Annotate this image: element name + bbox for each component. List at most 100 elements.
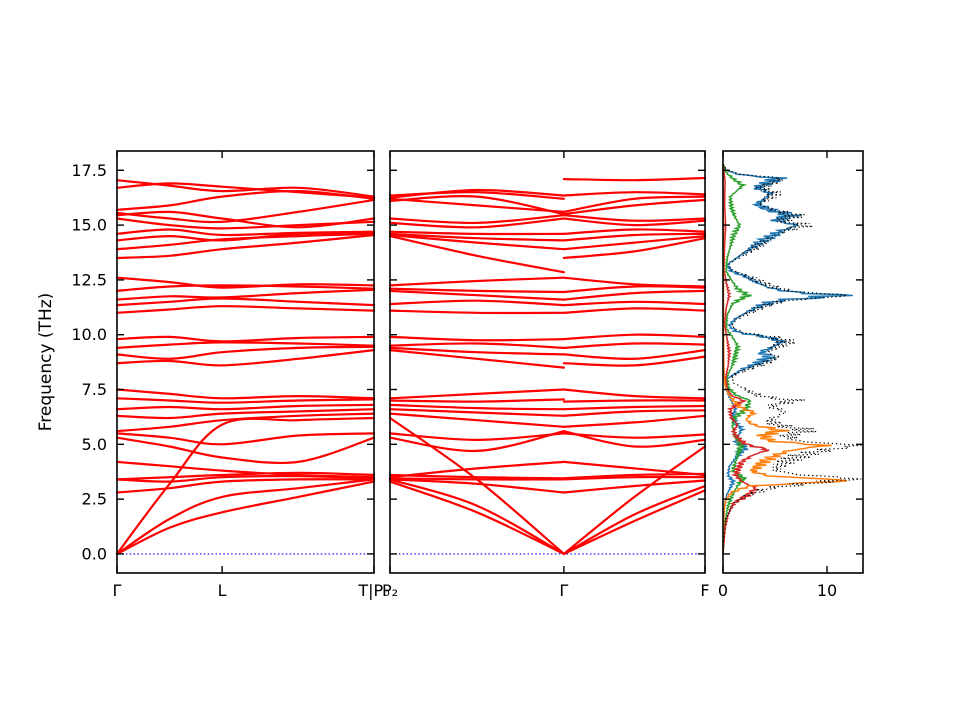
band-line: [388, 408, 565, 417]
band-line: [562, 404, 707, 411]
y-tick-label: 2.5: [82, 490, 107, 509]
band-line: [562, 342, 707, 349]
band-line: [115, 297, 376, 307]
band-line: [388, 346, 565, 356]
dos-curve-green: [722, 164, 752, 554]
band-line: [388, 412, 565, 428]
y-tick-label: 15.0: [71, 216, 107, 235]
band-line: [115, 397, 376, 404]
x-tick-label: F: [700, 581, 709, 600]
band-line: [562, 289, 707, 301]
x-tick-label: 0: [718, 581, 728, 600]
band-line: [115, 436, 376, 465]
band-line: [388, 430, 565, 453]
band-line: [115, 480, 376, 555]
band-line: [115, 408, 376, 420]
band-line: [562, 191, 707, 197]
band-line: [115, 349, 376, 367]
band-line: [388, 342, 565, 349]
band-line: [562, 214, 707, 222]
band-panel-2-frame: [389, 150, 706, 574]
x-tick-label: T|P₀: [357, 581, 389, 600]
band-line: [115, 341, 376, 349]
band-line: [115, 232, 376, 251]
band-line: [388, 480, 565, 555]
band-line: [562, 355, 707, 367]
band-line: [562, 232, 707, 242]
y-tick-label: 17.5: [71, 161, 107, 180]
band-panel-1-frame: [116, 150, 375, 574]
band-line: [388, 235, 565, 274]
band-line: [115, 182, 376, 199]
band-line: [388, 432, 565, 442]
band-line: [115, 231, 376, 242]
band-line: [115, 276, 376, 289]
dos-curve-blue: [722, 163, 853, 554]
band-line: [115, 416, 376, 555]
band-line: [388, 287, 565, 294]
band-line: [115, 432, 376, 446]
band-line: [388, 335, 565, 342]
band-line: [562, 475, 707, 481]
band-line: [388, 230, 565, 236]
y-tick-label: 7.5: [82, 380, 107, 399]
band-panel-1: Γ L T|P₀: [113, 151, 390, 600]
band-line: [115, 288, 376, 301]
band-line: [115, 471, 376, 481]
band-line: [388, 289, 565, 301]
x-tick-label: P₂: [382, 581, 398, 600]
band-line: [388, 349, 565, 369]
band-line: [562, 333, 707, 341]
band-line: [388, 232, 565, 242]
band-line: [388, 398, 565, 403]
dos-curve-total: [722, 164, 862, 554]
band-line: [562, 228, 707, 235]
band-panel-2: P₂ Γ F: [382, 151, 710, 600]
band-line: [115, 412, 376, 433]
dos-panel: 0 10: [718, 151, 863, 600]
band-line: [562, 388, 707, 400]
y-axis-label: Frequency (THz): [36, 292, 56, 432]
band-line: [388, 403, 565, 411]
band-line: [115, 233, 376, 260]
band-line: [562, 409, 707, 417]
band-line: [562, 235, 707, 251]
y-tick-label: 10.0: [71, 325, 107, 344]
band-line: [562, 217, 707, 227]
band-line: [562, 484, 707, 555]
band-line: [388, 416, 565, 555]
band-line: [388, 309, 565, 315]
band-line: [115, 335, 376, 343]
band-line: [562, 276, 707, 288]
band-line: [562, 176, 707, 182]
band-line: [562, 489, 707, 555]
band-line: [115, 474, 376, 483]
x-tick-label: 10: [817, 581, 837, 600]
band-line: [115, 217, 376, 230]
band-line: [115, 345, 376, 360]
band-line: [388, 195, 565, 216]
band-line: [388, 188, 565, 199]
band-line: [562, 307, 707, 314]
band-line: [562, 195, 707, 213]
band-line: [562, 198, 707, 216]
band-line: [562, 430, 707, 448]
band-line: [562, 472, 707, 480]
band-line: [388, 233, 565, 251]
band-line: [115, 403, 376, 411]
band-line: [115, 284, 376, 292]
band-line: [115, 210, 376, 229]
band-line: [562, 479, 707, 494]
band-line: [388, 217, 565, 229]
band-line: [388, 299, 565, 307]
band-line: [562, 460, 707, 477]
dos-panel-frame: [722, 150, 864, 574]
band-line: [562, 285, 707, 294]
y-tick-label: 0.0: [82, 544, 107, 563]
band-line: [388, 197, 565, 213]
band-line: [115, 478, 376, 555]
band-line: [562, 399, 707, 403]
band-line: [388, 214, 565, 225]
